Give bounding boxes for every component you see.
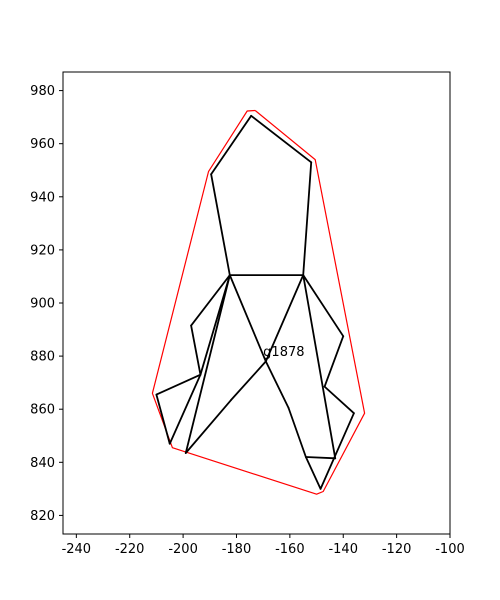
- graph-edge: [264, 274, 305, 363]
- annotation-layer: g1878: [263, 345, 304, 360]
- graph-edge: [319, 412, 355, 490]
- hull-outline-layer: [151, 109, 366, 495]
- graph-edge: [302, 274, 337, 460]
- y-tick-label: 960: [30, 137, 55, 152]
- y-tick-label: 920: [30, 243, 55, 258]
- graph-edge: [210, 114, 253, 176]
- x-tick-label: -120: [382, 542, 412, 557]
- y-tick-label: 860: [30, 403, 55, 418]
- y-tick-label: 940: [30, 190, 55, 205]
- x-tick-label: -220: [115, 542, 145, 557]
- y-tick-label: 980: [30, 84, 55, 99]
- edge-layer: [155, 114, 355, 490]
- graph-edge: [190, 274, 231, 327]
- y-axis-ticks: 820 840 860 880 900 920 940 960 980: [30, 84, 63, 524]
- graph-edge: [323, 335, 345, 388]
- graph-edge: [184, 274, 231, 454]
- x-tick-label: -240: [62, 542, 92, 557]
- graph-edge: [230, 360, 267, 401]
- graph-edge: [168, 373, 202, 445]
- x-tick-label: -200: [168, 542, 198, 557]
- graph-edge: [304, 456, 337, 460]
- graph-edge: [304, 456, 322, 490]
- x-tick-label: -100: [435, 542, 465, 557]
- hull-outline: [151, 109, 366, 495]
- graph-edge: [287, 406, 307, 458]
- y-tick-label: 900: [30, 297, 55, 312]
- graph-edge: [302, 274, 345, 338]
- graph-edge: [190, 324, 202, 376]
- graph-edge: [323, 385, 355, 415]
- graph-edge: [155, 373, 202, 396]
- x-axis-ticks: -240 -220 -200 -180 -160 -140 -120 -100: [62, 534, 465, 557]
- graph-edge: [210, 173, 231, 277]
- graph-edge: [184, 399, 233, 454]
- plot-frame: [62, 71, 451, 535]
- graph-edge: [155, 393, 171, 445]
- y-tick-label: 880: [30, 350, 55, 365]
- y-tick-label: 840: [30, 456, 55, 471]
- graph-edge: [250, 114, 313, 164]
- graph-edge: [264, 360, 290, 409]
- x-tick-label: -140: [328, 542, 358, 557]
- x-tick-label: -160: [275, 542, 305, 557]
- graph-edge: [302, 161, 313, 277]
- y-tick-label: 820: [30, 509, 55, 524]
- x-tick-label: -180: [222, 542, 252, 557]
- graph-edge: [228, 274, 267, 363]
- annotation-label: g1878: [263, 345, 304, 360]
